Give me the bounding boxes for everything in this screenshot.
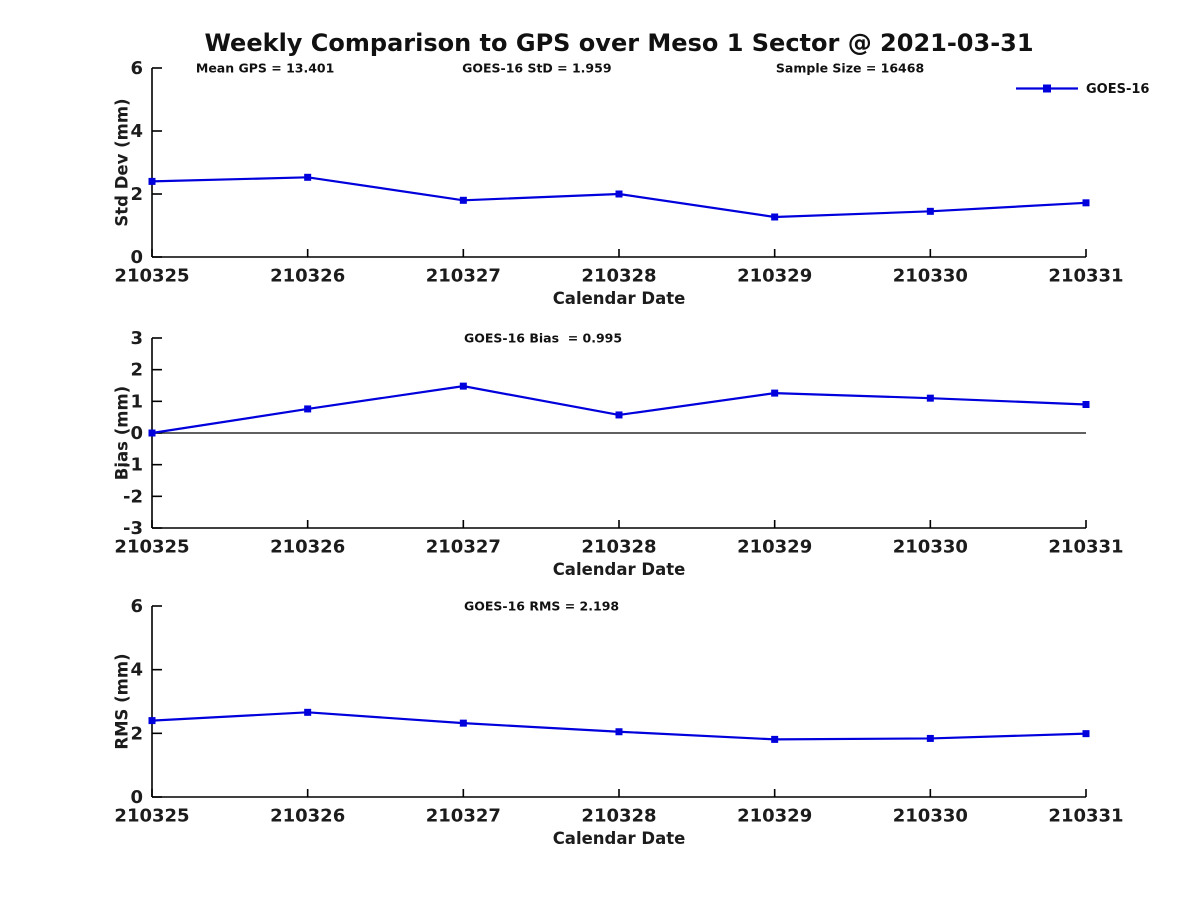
y-tick-label: 0 [130,423,143,444]
rms-panel: 0 2 4 6 210325 210326 210327 210328 210329 210330… [112,596,1123,848]
y-tick-label: 1 [130,391,143,412]
data-line [151,711,1087,741]
x-tick-label: 210325 [114,265,189,286]
y-axis-title: RMS (mm) [112,653,131,749]
y-tick-label: -2 [123,486,143,507]
panel-annotation: GOES-16 StD = 1.959 [462,61,611,76]
bias-panel: -3 -2 -1 0 1 2 3 210325 210326 210327 210328 210329… [112,328,1123,579]
x-axis-title: Calendar Date [553,289,686,308]
y-tick-label: 4 [130,660,143,681]
data-point [926,207,934,215]
x-axis-title: Calendar Date [553,829,686,848]
x-tick-label: 210329 [737,265,812,286]
data-point [1082,730,1090,738]
legend-marker [1043,84,1051,93]
y-tick-label: 4 [130,121,143,142]
x-tick-label: 210330 [893,536,968,557]
y-tick-label: 2 [130,723,143,744]
data-point [148,429,156,437]
x-tick-label: 210327 [426,536,501,557]
data-point [304,405,312,413]
x-axis-title: Calendar Date [553,560,686,579]
y-axis-title: Std Dev (mm) [112,98,131,226]
legend-label: GOES-16 [1086,82,1149,97]
x-tick-label: 210325 [114,536,189,557]
y-tick-label: 6 [130,58,143,79]
data-point [1082,199,1090,207]
data-point [926,394,934,402]
data-point [459,196,467,204]
x-tick-label: 210329 [737,536,812,557]
x-tick-label: 210325 [114,805,189,826]
legend: GOES-16 [1016,82,1149,97]
data-point [459,382,467,390]
x-tick-label: 210330 [893,805,968,826]
x-tick-label: 210326 [270,805,345,826]
x-tick-label: 210327 [426,805,501,826]
data-point [771,735,779,743]
y-tick-label: 3 [130,328,143,349]
x-tick-label: 210330 [893,265,968,286]
x-tick-label: 210331 [1048,805,1123,826]
y-tick-label: -3 [123,518,143,539]
x-tick-label: 210328 [581,536,656,557]
panel-annotation: Sample Size = 16468 [776,61,924,76]
x-tick-label: 210329 [737,805,812,826]
data-point [304,173,312,181]
y-tick-label: 2 [130,184,143,205]
x-tick-label: 210326 [270,536,345,557]
data-point [1082,401,1090,408]
x-tick-label: 210331 [1048,265,1123,286]
data-point [615,190,623,198]
data-point [926,734,934,742]
data-point [771,389,779,397]
x-tick-label: 210331 [1048,536,1123,557]
y-tick-label: 0 [130,787,143,808]
x-tick-label: 210326 [270,265,345,286]
x-tick-label: 210328 [581,265,656,286]
y-tick-label: 6 [130,596,143,617]
y-tick-label: 2 [130,360,143,381]
panel-annotation: GOES-16 RMS = 2.198 [464,599,619,614]
data-point [771,213,779,221]
x-tick-label: 210327 [426,265,501,286]
y-tick-label: 0 [130,247,143,268]
data-point [615,411,623,419]
y-axis-title: Bias (mm) [112,386,131,480]
x-tick-label: 210328 [581,805,656,826]
std-dev-panel: 0 2 4 6 210325 210326 210327 210328 210329 210330… [112,58,1149,308]
panel-annotation: GOES-16 Bias = 0.995 [464,331,622,346]
data-point [148,717,156,725]
data-line [151,385,1087,435]
panel-annotation: Mean GPS = 13.401 [196,61,334,76]
data-point [148,177,156,185]
data-point [459,719,467,727]
data-point [615,728,623,736]
chart-title: Weekly Comparison to GPS over Meso 1 Sec… [204,29,1034,57]
data-point [304,708,312,716]
y-tick-label: -1 [123,455,143,476]
